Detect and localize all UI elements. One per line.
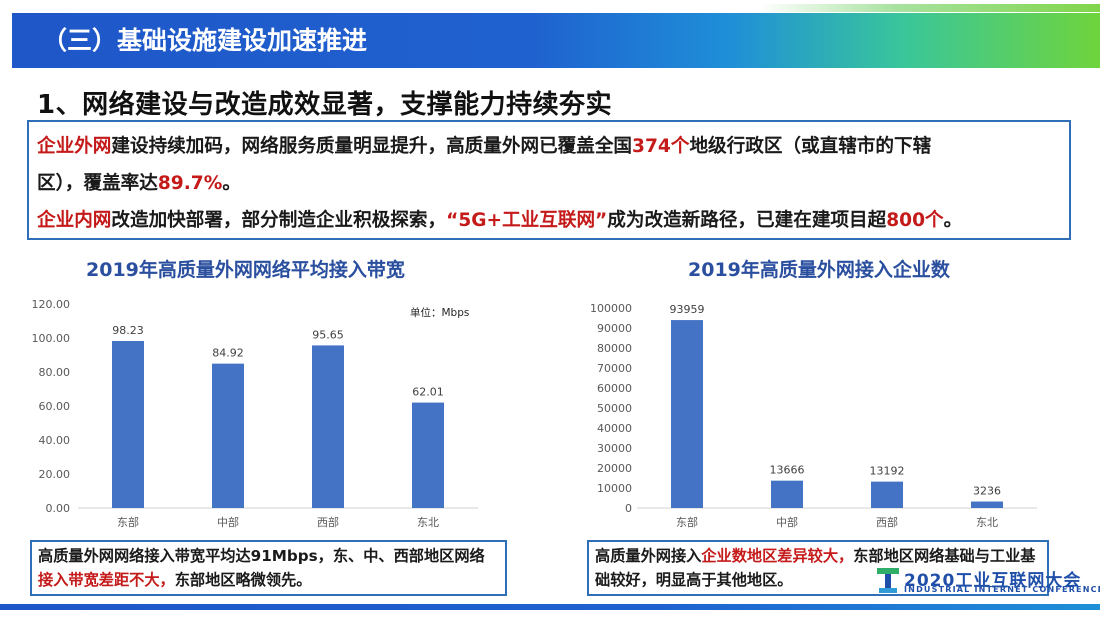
enterprise-bar-chart: 0 10000 20000 30000 40000 50000 60000 70000 8000… <box>590 302 1037 529</box>
bar-中部 <box>771 480 803 508</box>
body-text: 东部地区网络基础与工业基础较好，明显高于其他地区。 <box>595 547 1036 589</box>
y-tick-label: 20.00 <box>39 468 71 481</box>
body-text: 高质量外网网络接入带宽平均达91Mbps，东、中、西部地区网络 <box>38 547 485 565</box>
body-text: 成为改造新路径，已建在建项目超 <box>607 210 887 231</box>
x-tick-label: 东北 <box>417 516 439 529</box>
bandwidth-bar-chart: 0.00 20.00 40.00 60.00 80.00 100.00 120.00 98.2… <box>32 298 478 529</box>
body-text: 。 <box>943 210 963 231</box>
highlight-text: 374个 <box>632 136 690 157</box>
y-tick-label: 60.00 <box>39 400 71 413</box>
highlight-text: 企业数地区差异较大， <box>701 547 854 565</box>
highlight-text: “5G+工业互联网” <box>446 210 608 231</box>
y-tick-label: 30000 <box>597 442 632 455</box>
y-tick-label: 80000 <box>597 342 632 355</box>
bar-西部 <box>312 345 344 508</box>
body-text: 地级行政区（或直辖市的下辖 <box>689 136 932 157</box>
y-tick-label: 80.00 <box>39 366 71 379</box>
data-label: 93959 <box>670 303 705 316</box>
y-tick-label: 50000 <box>597 402 632 415</box>
enterprise-chart-title: 2019年高质量外网接入企业数 <box>688 259 950 281</box>
footer-bar <box>0 604 1100 610</box>
body-text: 高质量外网接入 <box>595 547 702 565</box>
bandwidth-caption: 高质量外网网络接入带宽平均达91Mbps，东、中、西部地区网络接入带宽差距不大，… <box>30 540 507 596</box>
data-label: 84.92 <box>212 347 244 360</box>
unit-note: 单位：Mbps <box>410 306 469 319</box>
x-tick-label: 中部 <box>776 515 798 529</box>
y-tick-label: 70000 <box>597 362 632 375</box>
highlight-text: 89.7% <box>157 173 223 194</box>
data-label: 13666 <box>770 464 805 477</box>
y-tick-label: 40.00 <box>39 434 71 447</box>
data-label: 62.01 <box>412 386 444 399</box>
bar-西部 <box>871 481 903 508</box>
summary-line-3: 企业内网改造加快部署，部分制造企业积极探索，“5G+工业互联网”成为改造新路径，… <box>37 202 1061 239</box>
body-text: 建设持续加码，网络服务质量明显提升，高质量外网已覆盖全国 <box>111 136 633 157</box>
x-tick-label: 东部 <box>117 515 139 529</box>
y-tick-label: 90000 <box>597 322 632 335</box>
bar-东部 <box>112 341 144 508</box>
y-tick-label: 100000 <box>590 302 632 315</box>
y-tick-label: 100.00 <box>32 332 71 345</box>
x-tick-label: 东部 <box>676 515 698 529</box>
x-tick-label: 西部 <box>876 515 898 529</box>
data-label: 13192 <box>870 465 905 478</box>
data-label: 3236 <box>973 485 1001 498</box>
y-tick-label: 0 <box>625 502 632 515</box>
bar-东北 <box>412 402 444 508</box>
highlight-text: 接入带宽差距不大， <box>38 571 175 589</box>
body-text: 东部地区略微领先。 <box>174 571 312 589</box>
summary-box: 企业外网建设持续加码，网络服务质量明显提升，高质量外网已覆盖全国374个地级行政… <box>27 120 1071 240</box>
conference-logo-icon <box>877 568 899 593</box>
bandwidth-chart-title: 2019年高质量外网网络平均接入带宽 <box>86 259 405 281</box>
conference-logo: 2020工业互联网大会 INDUSTRIAL INTERNET CONFEREN… <box>877 566 1100 596</box>
highlight-text: 企业外网 <box>37 136 112 157</box>
y-tick-label: 120.00 <box>32 298 71 311</box>
body-text: 区），覆盖率达 <box>37 173 158 194</box>
x-tick-label: 中部 <box>217 515 239 529</box>
x-tick-label: 东北 <box>976 516 998 529</box>
bar-东北 <box>971 501 1003 508</box>
data-label: 98.23 <box>112 324 144 337</box>
summary-line-2: 区），覆盖率达89.7%。 <box>37 165 1061 202</box>
y-tick-label: 60000 <box>597 382 632 395</box>
bar-中部 <box>212 363 244 508</box>
data-label: 95.65 <box>312 328 344 341</box>
enterprise-caption: 高质量外网接入企业数地区差异较大，东部地区网络基础与工业基础较好，明显高于其他地… <box>587 540 1049 596</box>
y-tick-label: 20000 <box>597 462 632 475</box>
body-text: 。 <box>222 173 241 194</box>
y-tick-label: 10000 <box>597 482 632 495</box>
summary-line-1: 企业外网建设持续加码，网络服务质量明显提升，高质量外网已覆盖全国374个地级行政… <box>37 128 1061 165</box>
highlight-text: 800个 <box>886 210 944 231</box>
conference-logo-subtext: INDUSTRIAL INTERNET CONFERENCE <box>904 585 1100 594</box>
subheading: 1、网络建设与改造成效显著，支撑能力持续夯实 <box>37 90 613 120</box>
banner-accent <box>760 4 1100 12</box>
x-tick-label: 西部 <box>317 515 339 529</box>
bar-东部 <box>671 320 703 508</box>
y-tick-label: 0.00 <box>46 502 71 515</box>
body-text: 改造加快部署，部分制造企业积极探索， <box>111 210 447 231</box>
highlight-text: 企业内网 <box>37 210 112 231</box>
y-tick-label: 40000 <box>597 422 632 435</box>
section-title: （三）基础设施建设加速推进 <box>42 26 368 55</box>
section-banner <box>12 13 1100 68</box>
conference-logo-text: 2020工业互联网大会 <box>904 571 1082 591</box>
